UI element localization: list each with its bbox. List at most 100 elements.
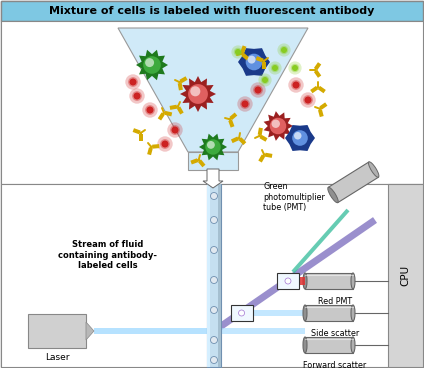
Bar bbox=[388, 184, 423, 367]
Circle shape bbox=[210, 336, 218, 343]
Circle shape bbox=[294, 132, 301, 139]
Polygon shape bbox=[241, 53, 249, 60]
Circle shape bbox=[292, 130, 308, 146]
Polygon shape bbox=[291, 209, 349, 273]
Circle shape bbox=[207, 141, 215, 149]
Bar bbox=[305, 305, 353, 321]
Circle shape bbox=[248, 56, 256, 64]
Polygon shape bbox=[139, 134, 143, 141]
Circle shape bbox=[258, 73, 272, 86]
Circle shape bbox=[285, 278, 291, 284]
Circle shape bbox=[253, 85, 263, 95]
Circle shape bbox=[270, 118, 286, 134]
Polygon shape bbox=[258, 155, 265, 163]
Circle shape bbox=[210, 247, 218, 254]
Polygon shape bbox=[243, 310, 305, 316]
Circle shape bbox=[245, 54, 262, 70]
Polygon shape bbox=[118, 28, 308, 152]
Circle shape bbox=[291, 80, 301, 90]
Circle shape bbox=[147, 106, 153, 113]
Polygon shape bbox=[239, 137, 246, 145]
Text: Stream of fluid
containing antibody-
labeled cells: Stream of fluid containing antibody- lab… bbox=[59, 240, 157, 270]
Circle shape bbox=[250, 82, 266, 98]
Circle shape bbox=[288, 61, 301, 75]
Text: Red PMT: Red PMT bbox=[318, 297, 352, 306]
Circle shape bbox=[262, 77, 268, 83]
Circle shape bbox=[210, 357, 218, 364]
Polygon shape bbox=[314, 70, 321, 78]
Text: Side scatter: Side scatter bbox=[311, 329, 359, 338]
Circle shape bbox=[293, 81, 299, 88]
Ellipse shape bbox=[351, 273, 355, 289]
Polygon shape bbox=[94, 328, 207, 334]
Polygon shape bbox=[198, 159, 206, 167]
Bar bbox=[207, 184, 221, 367]
Polygon shape bbox=[136, 50, 168, 80]
Polygon shape bbox=[229, 113, 237, 120]
Polygon shape bbox=[262, 62, 266, 69]
Polygon shape bbox=[178, 83, 183, 91]
Polygon shape bbox=[264, 111, 293, 141]
Polygon shape bbox=[179, 76, 187, 83]
Polygon shape bbox=[147, 147, 153, 155]
Polygon shape bbox=[133, 128, 141, 134]
Circle shape bbox=[162, 141, 168, 148]
Circle shape bbox=[271, 120, 280, 128]
Polygon shape bbox=[165, 111, 172, 116]
Circle shape bbox=[171, 127, 179, 134]
Circle shape bbox=[143, 56, 161, 74]
Circle shape bbox=[128, 77, 138, 87]
Text: Green
photomultiplier
tube (PMT): Green photomultiplier tube (PMT) bbox=[263, 182, 325, 212]
Bar bbox=[290, 277, 305, 285]
Circle shape bbox=[142, 102, 158, 118]
Ellipse shape bbox=[303, 305, 307, 321]
Bar bbox=[188, 152, 238, 170]
Circle shape bbox=[268, 61, 282, 75]
Text: CPU: CPU bbox=[400, 265, 410, 286]
Circle shape bbox=[129, 78, 137, 85]
Polygon shape bbox=[259, 135, 268, 142]
Polygon shape bbox=[190, 158, 198, 164]
Circle shape bbox=[277, 43, 290, 57]
Polygon shape bbox=[180, 76, 216, 112]
Polygon shape bbox=[238, 48, 270, 76]
Polygon shape bbox=[285, 125, 315, 151]
Polygon shape bbox=[240, 45, 246, 53]
Circle shape bbox=[190, 86, 201, 96]
Bar bbox=[277, 273, 299, 289]
Bar bbox=[1, 21, 423, 184]
Circle shape bbox=[272, 65, 278, 71]
Circle shape bbox=[188, 84, 208, 104]
Polygon shape bbox=[258, 128, 263, 135]
Circle shape bbox=[271, 64, 279, 72]
Polygon shape bbox=[199, 134, 227, 160]
Circle shape bbox=[234, 48, 242, 56]
Text: Mixture of cells is labeled with fluorescent antibody: Mixture of cells is labeled with fluores… bbox=[49, 6, 375, 16]
Ellipse shape bbox=[303, 337, 307, 353]
Circle shape bbox=[300, 92, 316, 108]
Circle shape bbox=[157, 136, 173, 152]
Bar bbox=[231, 305, 253, 321]
Bar bbox=[305, 337, 353, 353]
Polygon shape bbox=[152, 144, 159, 149]
Circle shape bbox=[232, 45, 245, 59]
Polygon shape bbox=[177, 106, 184, 114]
Circle shape bbox=[304, 96, 312, 103]
Circle shape bbox=[210, 192, 218, 199]
Text: Laser: Laser bbox=[45, 353, 69, 361]
Polygon shape bbox=[265, 153, 273, 158]
Polygon shape bbox=[231, 137, 239, 143]
Polygon shape bbox=[310, 86, 318, 93]
Polygon shape bbox=[328, 162, 379, 203]
Ellipse shape bbox=[351, 337, 355, 353]
Circle shape bbox=[281, 47, 287, 53]
Ellipse shape bbox=[328, 187, 338, 203]
Polygon shape bbox=[318, 109, 324, 117]
Circle shape bbox=[210, 307, 218, 314]
Polygon shape bbox=[228, 120, 234, 128]
Circle shape bbox=[129, 88, 145, 104]
Polygon shape bbox=[212, 217, 377, 334]
Circle shape bbox=[210, 216, 218, 223]
Circle shape bbox=[240, 99, 250, 109]
Circle shape bbox=[261, 76, 269, 84]
